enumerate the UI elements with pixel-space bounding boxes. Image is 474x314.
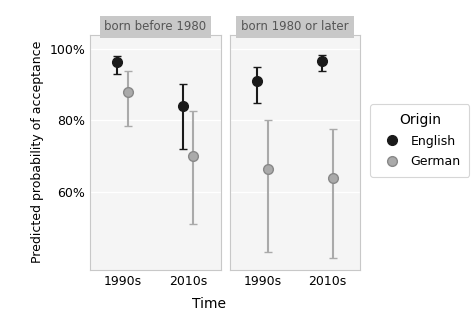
Y-axis label: Predicted probability of acceptance: Predicted probability of acceptance — [31, 41, 44, 263]
Legend: English, German: English, German — [370, 104, 469, 177]
Text: Time: Time — [191, 297, 226, 311]
Title: born 1980 or later: born 1980 or later — [241, 20, 349, 33]
Title: born before 1980: born before 1980 — [104, 20, 206, 33]
